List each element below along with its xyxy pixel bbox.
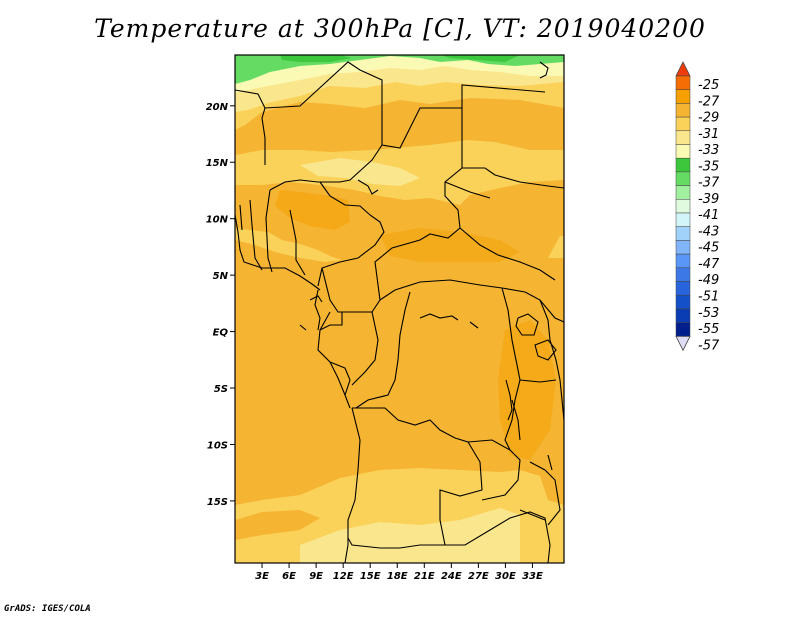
colorbar-bottom-arrow [675, 335, 691, 352]
colorbar-label: -55 [698, 322, 719, 337]
credit-label: GrADS: IGES/COLA [4, 604, 91, 614]
lon-tick-label: 24E [441, 571, 462, 582]
field-north-39-41b [440, 55, 520, 62]
colorbar-segment [675, 212, 691, 227]
colorbar-segment [675, 103, 691, 118]
colorbar-segment [675, 226, 691, 241]
lon-tick-label: 9E [309, 571, 323, 582]
lon-tick-label: 21E [414, 571, 435, 582]
lon-tick-label: 30E [495, 571, 516, 582]
lat-tick-label: 5N [213, 271, 229, 282]
lat-tick-label: 15N [206, 158, 229, 169]
lon-tick-label: 27E [468, 571, 489, 582]
lon-tick-label: 18E [387, 571, 408, 582]
colorbar-segment [675, 75, 691, 90]
colorbar-label: -47 [698, 257, 720, 272]
colorbar-segment [675, 89, 691, 104]
lon-tick-label: 6E [282, 571, 296, 582]
field-coast-band [235, 228, 342, 262]
field-central-27-29 [275, 190, 350, 230]
axis-ticks [230, 105, 533, 568]
colorbar-label: -35 [698, 159, 719, 174]
colorbar-label: -29 [698, 111, 719, 126]
colorbar-label: -43 [698, 224, 719, 239]
field-sw-patch [235, 510, 320, 540]
colorbar-label: -49 [698, 273, 719, 288]
field-north-37-39 [235, 55, 564, 84]
lat-tick-label: 10N [206, 215, 229, 226]
field-south-33-35 [300, 508, 520, 563]
colorbar-label: -41 [698, 208, 719, 223]
colorbar-segment [675, 144, 691, 159]
lat-tick-label: 10S [207, 440, 228, 451]
field-east-27-29 [498, 320, 556, 460]
colorbar-segment [675, 294, 691, 310]
colorbar-label: -25 [698, 78, 719, 93]
colorbar-label: -37 [698, 176, 720, 191]
country-borders [235, 61, 564, 563]
colorbar-segment [675, 322, 691, 337]
colorbar-segment [675, 267, 691, 282]
lon-tick-label: 12E [333, 571, 354, 582]
lat-tick-label: 5S [214, 384, 228, 395]
axis-labels: 20N 15N 10N 5N EQ 5S 10S 15S 3E 6E 9E 12E 15E 18E 21E 2… [206, 102, 543, 582]
colorbar-label: -27 [698, 94, 720, 109]
lon-tick-label: 33E [522, 571, 543, 582]
colorbar-segment [675, 253, 691, 269]
colorbar-label: -33 [698, 143, 719, 158]
colorbar-segment [675, 240, 691, 255]
chart-title: Temperature at 300hPa [C], VT: 201904020… [94, 14, 706, 43]
colorbar-label: -53 [698, 306, 719, 321]
colorbar-label: -51 [698, 289, 719, 304]
temperature-field [235, 55, 564, 563]
colorbar-segment [675, 185, 691, 200]
colorbar-label: -31 [698, 127, 719, 142]
colorbar-label: -45 [698, 241, 719, 256]
colorbar: -25-27-29-31-33-35-37-39-41-43-45-47-49-… [675, 61, 720, 353]
lat-tick-label: EQ [213, 328, 229, 339]
field-gulf-patch [235, 265, 305, 294]
colorbar-segment [675, 199, 691, 214]
colorbar-label: -39 [698, 192, 719, 207]
colorbar-label: -57 [698, 338, 720, 353]
lon-tick-label: 3E [255, 571, 269, 582]
field-sahel-35-33 [300, 158, 420, 186]
colorbar-segment [675, 281, 691, 296]
field-north-39-41 [280, 55, 352, 62]
colorbar-segment [675, 171, 691, 186]
colorbar-segment [675, 130, 691, 145]
colorbar-top-arrow [675, 61, 691, 77]
lon-tick-label: 15E [360, 571, 381, 582]
field-cen-afr-27-29 [380, 228, 520, 262]
colorbar-segment [675, 157, 691, 173]
field-east-patch [548, 236, 564, 258]
plot-frame [234, 54, 565, 564]
lat-tick-label: 15S [207, 497, 228, 508]
lat-tick-label: 20N [206, 102, 229, 113]
colorbar-segment [675, 116, 691, 132]
colorbar-segment [675, 308, 691, 323]
